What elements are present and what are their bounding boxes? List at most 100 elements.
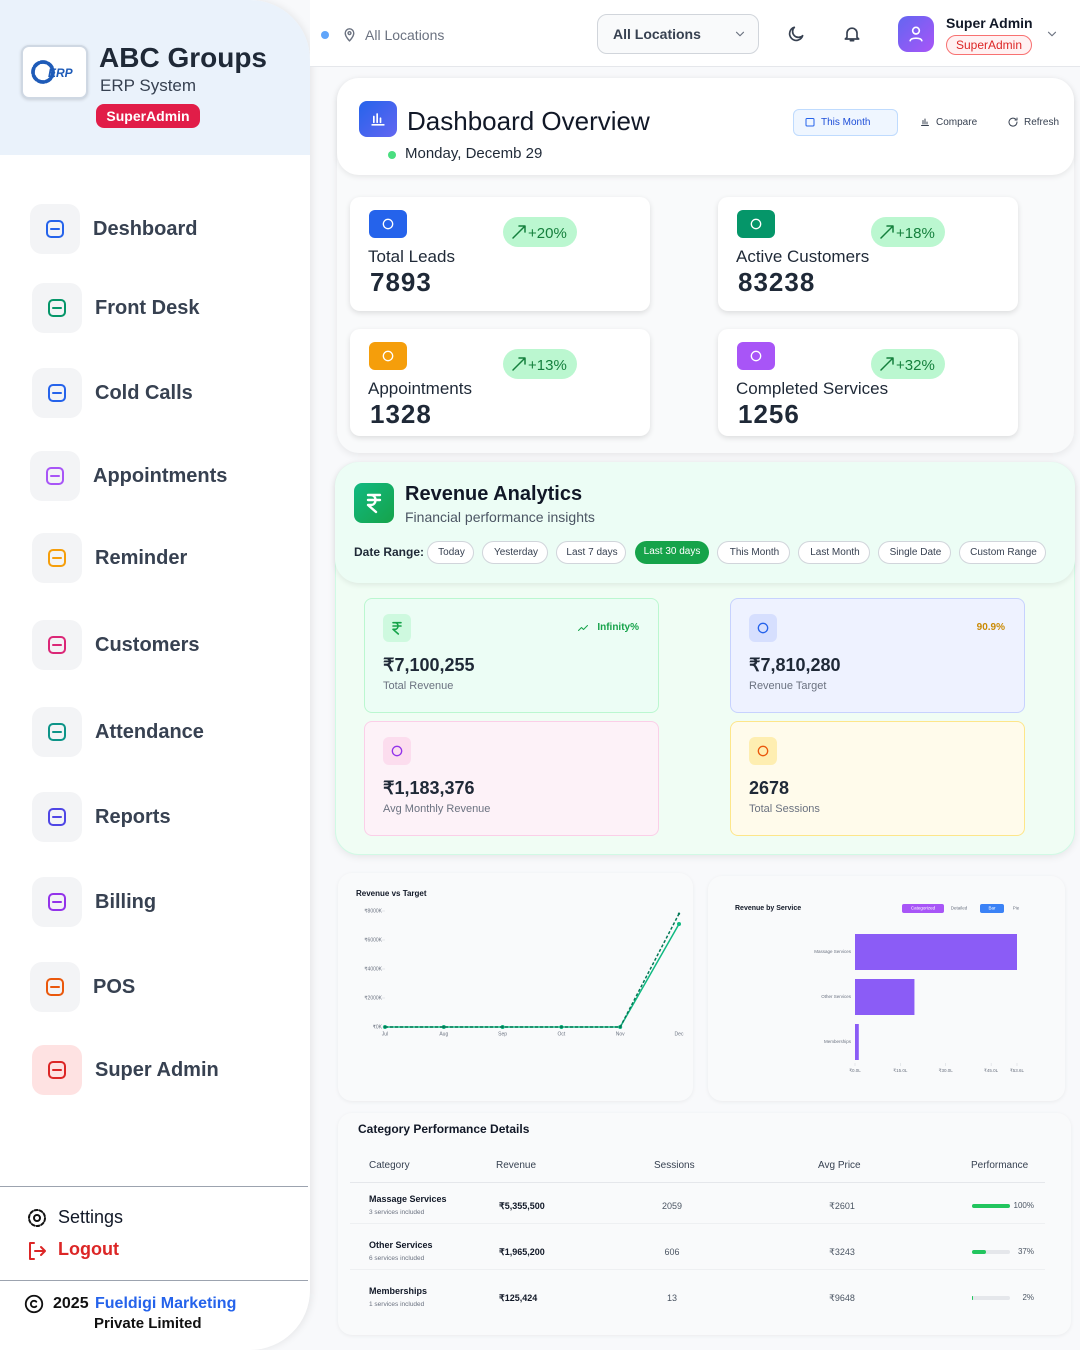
nav-icon — [48, 384, 66, 402]
range-pill-label: Last 30 days — [643, 546, 701, 557]
revenue-card-label: Total Sessions — [749, 803, 820, 816]
nav-icon — [46, 467, 64, 485]
stat-label: Total Leads — [368, 246, 455, 266]
nav-item[interactable]: Deshboard — [93, 218, 198, 240]
range-pill-label: Today — [438, 547, 465, 558]
trend-icon — [512, 225, 526, 239]
nav-item[interactable]: POS — [93, 976, 136, 998]
nav-item[interactable]: Appointments — [93, 465, 228, 487]
action-icon — [921, 118, 929, 126]
range-pill[interactable]: Last 7 days — [556, 541, 626, 564]
copyright-icon — [24, 1294, 44, 1314]
logout-icon — [29, 1242, 46, 1260]
brand-badge: SuperAdmin — [96, 104, 200, 128]
performance-label: 2% — [1022, 1293, 1034, 1303]
category-name: Other Services — [369, 1239, 433, 1250]
theme-toggle — [788, 26, 804, 42]
nav-icon — [46, 220, 64, 238]
stat-value: 1328 — [370, 399, 432, 430]
revenue-card-glyph — [757, 745, 769, 757]
category-note: 6 services included — [369, 1255, 425, 1263]
live-dot — [388, 151, 396, 159]
revenue-card-value: ₹7,810,280 — [749, 655, 841, 676]
stat-icon — [369, 342, 407, 370]
stat-glyph — [750, 350, 762, 362]
range-pill-label: Last Month — [810, 547, 860, 558]
stat-icon — [369, 210, 407, 238]
sidebar-divider — [0, 1186, 308, 1187]
brand-logo-text: ERP — [48, 65, 73, 80]
range-pill[interactable]: Last Month — [798, 541, 870, 564]
revenue-card-icon — [749, 737, 777, 765]
table-header: Revenue — [496, 1160, 537, 1171]
nav-icon — [48, 808, 66, 826]
table-rule — [350, 1223, 1045, 1224]
copyright-suffix: Private Limited — [94, 1315, 202, 1332]
stat-change-badge — [871, 349, 945, 379]
revenue-card-glyph — [391, 745, 403, 757]
nav-item[interactable]: Attendance — [95, 721, 204, 743]
logout-link[interactable]: Logout — [58, 1239, 119, 1260]
settings-icon — [28, 1209, 46, 1227]
category-name: Memberships — [369, 1285, 428, 1296]
range-pill[interactable]: Custom Range — [959, 541, 1046, 564]
range-pill[interactable]: Today — [427, 541, 474, 564]
settings-link[interactable]: Settings — [58, 1207, 124, 1228]
performance-bar — [972, 1204, 1010, 1208]
nav-item[interactable]: Reminder — [95, 547, 188, 569]
stat-change-badge — [503, 217, 577, 247]
nav-icon — [48, 636, 66, 654]
stat-value: 83238 — [738, 267, 816, 298]
stat-glyph — [382, 218, 394, 230]
performance-label: 37% — [1017, 1247, 1034, 1257]
trend-icon — [880, 225, 894, 239]
date-range-label: Date Range: — [354, 544, 425, 559]
stat-icon — [737, 210, 775, 238]
range-pill-label: Last 7 days — [566, 547, 618, 558]
revenue-subtitle: Financial performance insights — [405, 508, 595, 525]
nav-item[interactable]: Reports — [95, 806, 171, 828]
range-pill-label: Yesterday — [493, 547, 539, 558]
location-select[interactable] — [597, 14, 759, 54]
revenue-card — [730, 598, 1025, 713]
stat-value: 1256 — [738, 399, 800, 430]
copyright-company[interactable]: Fueldigi Marketing — [95, 1295, 237, 1313]
stat-label: Completed Services — [736, 378, 889, 398]
avg-price-cell: ₹9648 — [829, 1292, 855, 1303]
nav-item[interactable]: Billing — [95, 891, 157, 913]
revenue-title: Revenue Analytics — [405, 483, 583, 505]
nav-item[interactable]: Front Desk — [95, 297, 200, 319]
table-header: Category — [369, 1160, 410, 1171]
location-select-text: All Locations — [613, 25, 701, 42]
stat-label: Appointments — [368, 378, 472, 398]
range-pill[interactable]: This Month — [717, 541, 790, 564]
stat-change: +13% — [528, 357, 567, 374]
sidebar — [0, 0, 310, 1350]
nav-item[interactable]: Cold Calls — [95, 382, 193, 404]
action-icon — [1008, 117, 1018, 127]
table-rule — [350, 1269, 1045, 1270]
range-pill[interactable]: Single Date — [878, 541, 951, 564]
range-pill[interactable]: Last 30 days — [635, 541, 709, 564]
table-title: Category Performance Details — [358, 1121, 530, 1136]
table-header: Sessions — [654, 1160, 695, 1171]
line-chart-card — [338, 873, 693, 1101]
stat-change-badge — [871, 217, 945, 247]
table-card — [338, 1113, 1071, 1335]
performance-bar — [972, 1250, 987, 1254]
stat-value: 7893 — [370, 267, 432, 298]
brand-badge-text: SuperAdmin — [106, 107, 190, 124]
nav-item[interactable]: Customers — [95, 634, 200, 656]
revenue-card — [364, 721, 659, 836]
action-label: Compare — [936, 117, 978, 128]
chevron — [735, 31, 745, 37]
nav-item[interactable]: Super Admin — [95, 1059, 219, 1081]
revenue-card-value: ₹1,183,376 — [383, 778, 475, 799]
stat-change: +32% — [896, 357, 935, 374]
revenue-card-label: Total Revenue — [383, 680, 454, 693]
action-button[interactable] — [793, 109, 898, 136]
table-header: Avg Price — [818, 1160, 861, 1171]
range-pill[interactable]: Yesterday — [482, 541, 548, 564]
revenue-card-badge: Infinity% — [597, 622, 639, 633]
